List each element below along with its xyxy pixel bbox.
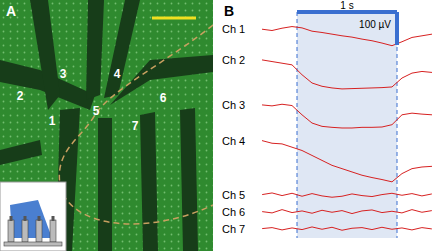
svg-text:1 s: 1 s: [340, 0, 353, 11]
html-text:Ch 2: Ch 2: [222, 53, 246, 66]
svg-text:A: A: [6, 3, 16, 19]
svg-text:100 µV: 100 µV: [359, 19, 391, 30]
svg-text:3: 3: [60, 67, 67, 81]
svg-text:B: B: [224, 3, 234, 19]
html-text:Ch 7: Ch 7: [222, 222, 246, 235]
svg-text:6: 6: [160, 91, 167, 105]
svg-text:5: 5: [93, 104, 100, 118]
svg-text:2: 2: [17, 89, 24, 103]
html-text:Ch 4: Ch 4: [222, 134, 246, 147]
svg-text:7: 7: [132, 119, 139, 133]
html-text:Ch 5: Ch 5: [222, 188, 246, 201]
html-text:Ch 6: Ch 6: [222, 205, 246, 218]
html-text:Ch 1: Ch 1: [222, 23, 246, 36]
html-text:Ch 3: Ch 3: [222, 98, 246, 111]
svg-text:4: 4: [114, 67, 121, 81]
svg-text:1: 1: [49, 114, 56, 128]
